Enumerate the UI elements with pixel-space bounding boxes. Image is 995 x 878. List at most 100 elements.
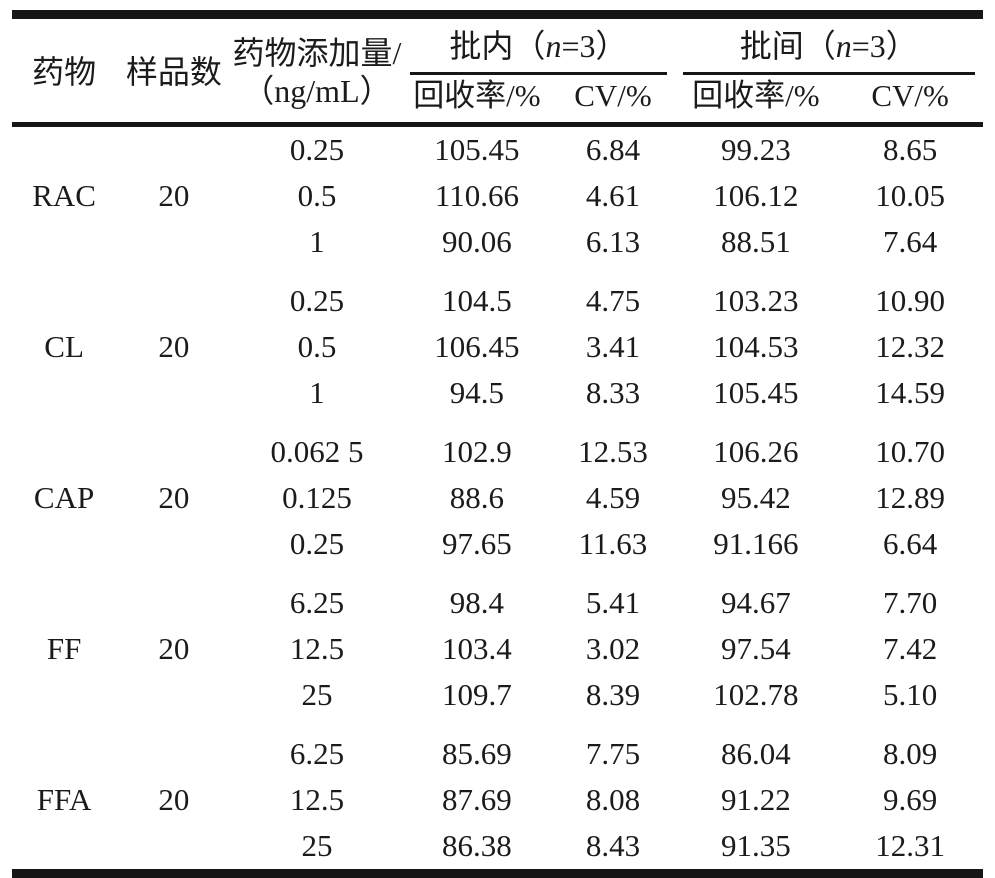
table-row: CAP 20 0.062 5 102.9 12.53 106.26 10.70 xyxy=(12,416,983,514)
drug-name: FFA xyxy=(36,782,92,817)
spike-header-line2: （ng/mL） xyxy=(242,72,392,109)
within-recovery: 88.6 xyxy=(449,480,505,515)
table-row: 25 109.7 8.39 102.78 5.10 xyxy=(12,672,983,718)
group-between-pre: 批间（ xyxy=(739,28,836,64)
table-row: CL 20 0.25 104.5 4.75 103.23 10.90 xyxy=(12,265,983,363)
table-row: 12.5 103.4 3.02 97.54 7.42 xyxy=(12,626,983,672)
sample-count: 20 xyxy=(158,631,190,666)
within-recovery: 98.4 xyxy=(449,585,505,620)
within-cv: 8.33 xyxy=(585,375,641,410)
between-recovery: 106.26 xyxy=(713,434,799,469)
spike-header-line1: 药物添加量/ xyxy=(232,34,402,71)
group-between-n: n xyxy=(835,28,852,64)
between-cv: 12.89 xyxy=(875,480,945,515)
sample-count: 20 xyxy=(158,782,190,817)
within-recovery: 110.66 xyxy=(434,178,519,213)
spike-level: 0.5 xyxy=(297,329,337,364)
table-row: 0.125 88.6 4.59 95.42 12.89 xyxy=(12,475,983,521)
recovery-table: 药物 样品数 药物添加量/ （ng/mL） 批内（n=3） 批间（n=3） 回收… xyxy=(12,10,983,878)
within-recovery: 102.9 xyxy=(442,434,512,469)
within-cv: 5.41 xyxy=(585,585,641,620)
drug-group-cl: CL 20 0.25 104.5 4.75 103.23 10.90 0.5 1… xyxy=(12,265,983,416)
col-header-within-cv: CV/% xyxy=(551,75,675,127)
sample-count: 20 xyxy=(158,178,190,213)
table-row: 1 94.5 8.33 105.45 14.59 xyxy=(12,370,983,416)
between-cv: 7.64 xyxy=(882,224,938,259)
spike-level: 0.25 xyxy=(289,132,345,167)
between-recovery: 106.12 xyxy=(713,178,799,213)
within-cv: 8.43 xyxy=(585,828,641,863)
group-between-post: =3） xyxy=(851,28,918,64)
spike-level: 25 xyxy=(301,828,333,863)
spike-level: 0.25 xyxy=(289,283,345,318)
within-recovery: 87.69 xyxy=(442,782,512,817)
within-cv: 6.13 xyxy=(585,224,641,259)
spike-level: 12.5 xyxy=(289,782,345,817)
table-header: 药物 样品数 药物添加量/ （ng/mL） 批内（n=3） 批间（n=3） 回收… xyxy=(12,14,983,127)
spike-level: 1 xyxy=(309,224,325,259)
col-header-spike: 药物添加量/ （ng/mL） xyxy=(231,14,403,127)
between-cv: 5.10 xyxy=(882,677,938,712)
drug-name: CAP xyxy=(33,480,95,515)
spike-level: 0.125 xyxy=(282,480,352,515)
between-cv: 10.70 xyxy=(875,434,945,469)
group-within-n: n xyxy=(545,28,562,64)
spike-level: 6.25 xyxy=(289,736,345,771)
sample-count: 20 xyxy=(158,480,190,515)
between-cv: 12.32 xyxy=(875,329,945,364)
within-recovery: 104.5 xyxy=(442,283,512,318)
between-recovery: 97.54 xyxy=(720,631,791,666)
within-recovery: 86.38 xyxy=(442,828,512,863)
between-recovery: 94.67 xyxy=(720,585,791,620)
between-cv: 7.70 xyxy=(882,585,938,620)
table-row: FF 20 6.25 98.4 5.41 94.67 7.70 xyxy=(12,567,983,665)
between-recovery: 91.35 xyxy=(720,828,791,863)
between-recovery: 86.04 xyxy=(720,736,791,771)
between-cv: 9.69 xyxy=(882,782,938,817)
group-header-between-batch: 批间（n=3） xyxy=(675,15,983,75)
col-header-drug: 药物 xyxy=(12,14,117,127)
table-row: 25 86.38 8.43 91.35 12.31 xyxy=(12,823,983,874)
spike-level: 0.062 5 xyxy=(270,434,364,469)
group-within-pre: 批内（ xyxy=(449,28,546,64)
col-header-within-recovery: 回收率/% xyxy=(402,75,552,127)
spike-level: 25 xyxy=(301,677,333,712)
spike-level: 6.25 xyxy=(289,585,345,620)
drug-name: FF xyxy=(46,631,82,666)
within-recovery: 94.5 xyxy=(449,375,505,410)
between-recovery: 91.166 xyxy=(713,526,799,561)
between-recovery: 88.51 xyxy=(720,224,791,259)
within-recovery: 105.45 xyxy=(434,132,520,167)
group-header-within-label: 批内（n=3） xyxy=(410,25,667,75)
between-cv: 8.09 xyxy=(882,736,938,771)
between-cv: 10.90 xyxy=(875,283,945,318)
within-cv: 3.41 xyxy=(585,329,641,364)
within-cv: 7.75 xyxy=(585,736,641,771)
within-cv: 12.53 xyxy=(578,434,648,469)
spike-level: 1 xyxy=(309,375,325,410)
between-cv: 12.31 xyxy=(875,828,945,863)
spike-level: 0.25 xyxy=(289,526,345,561)
table-row: 1 90.06 6.13 88.51 7.64 xyxy=(12,219,983,265)
between-recovery: 105.45 xyxy=(713,375,799,410)
table-row: 0.5 110.66 4.61 106.12 10.05 xyxy=(12,173,983,219)
between-cv: 10.05 xyxy=(875,178,945,213)
table-row: 12.5 87.69 8.08 91.22 9.69 xyxy=(12,777,983,823)
table-row: FFA 20 6.25 85.69 7.75 86.04 8.09 xyxy=(12,718,983,816)
spike-level: 0.5 xyxy=(297,178,337,213)
drug-group-ffa: FFA 20 6.25 85.69 7.75 86.04 8.09 12.5 8… xyxy=(12,718,983,874)
group-header-between-label: 批间（n=3） xyxy=(682,25,975,75)
table-row: RAC 20 0.25 105.45 6.84 99.23 8.65 xyxy=(12,125,983,212)
within-cv: 11.63 xyxy=(578,526,648,561)
within-recovery: 106.45 xyxy=(434,329,520,364)
drug-group-ff: FF 20 6.25 98.4 5.41 94.67 7.70 12.5 103… xyxy=(12,567,983,718)
within-cv: 6.84 xyxy=(585,132,641,167)
between-cv: 8.65 xyxy=(882,132,938,167)
header-row-sub: 回收率/% CV/% 回收率/% CV/% xyxy=(12,75,983,127)
spike-level: 12.5 xyxy=(289,631,345,666)
within-cv: 4.59 xyxy=(585,480,641,515)
group-within-post: =3） xyxy=(561,28,628,64)
between-recovery: 102.78 xyxy=(713,677,799,712)
between-recovery: 99.23 xyxy=(720,132,791,167)
